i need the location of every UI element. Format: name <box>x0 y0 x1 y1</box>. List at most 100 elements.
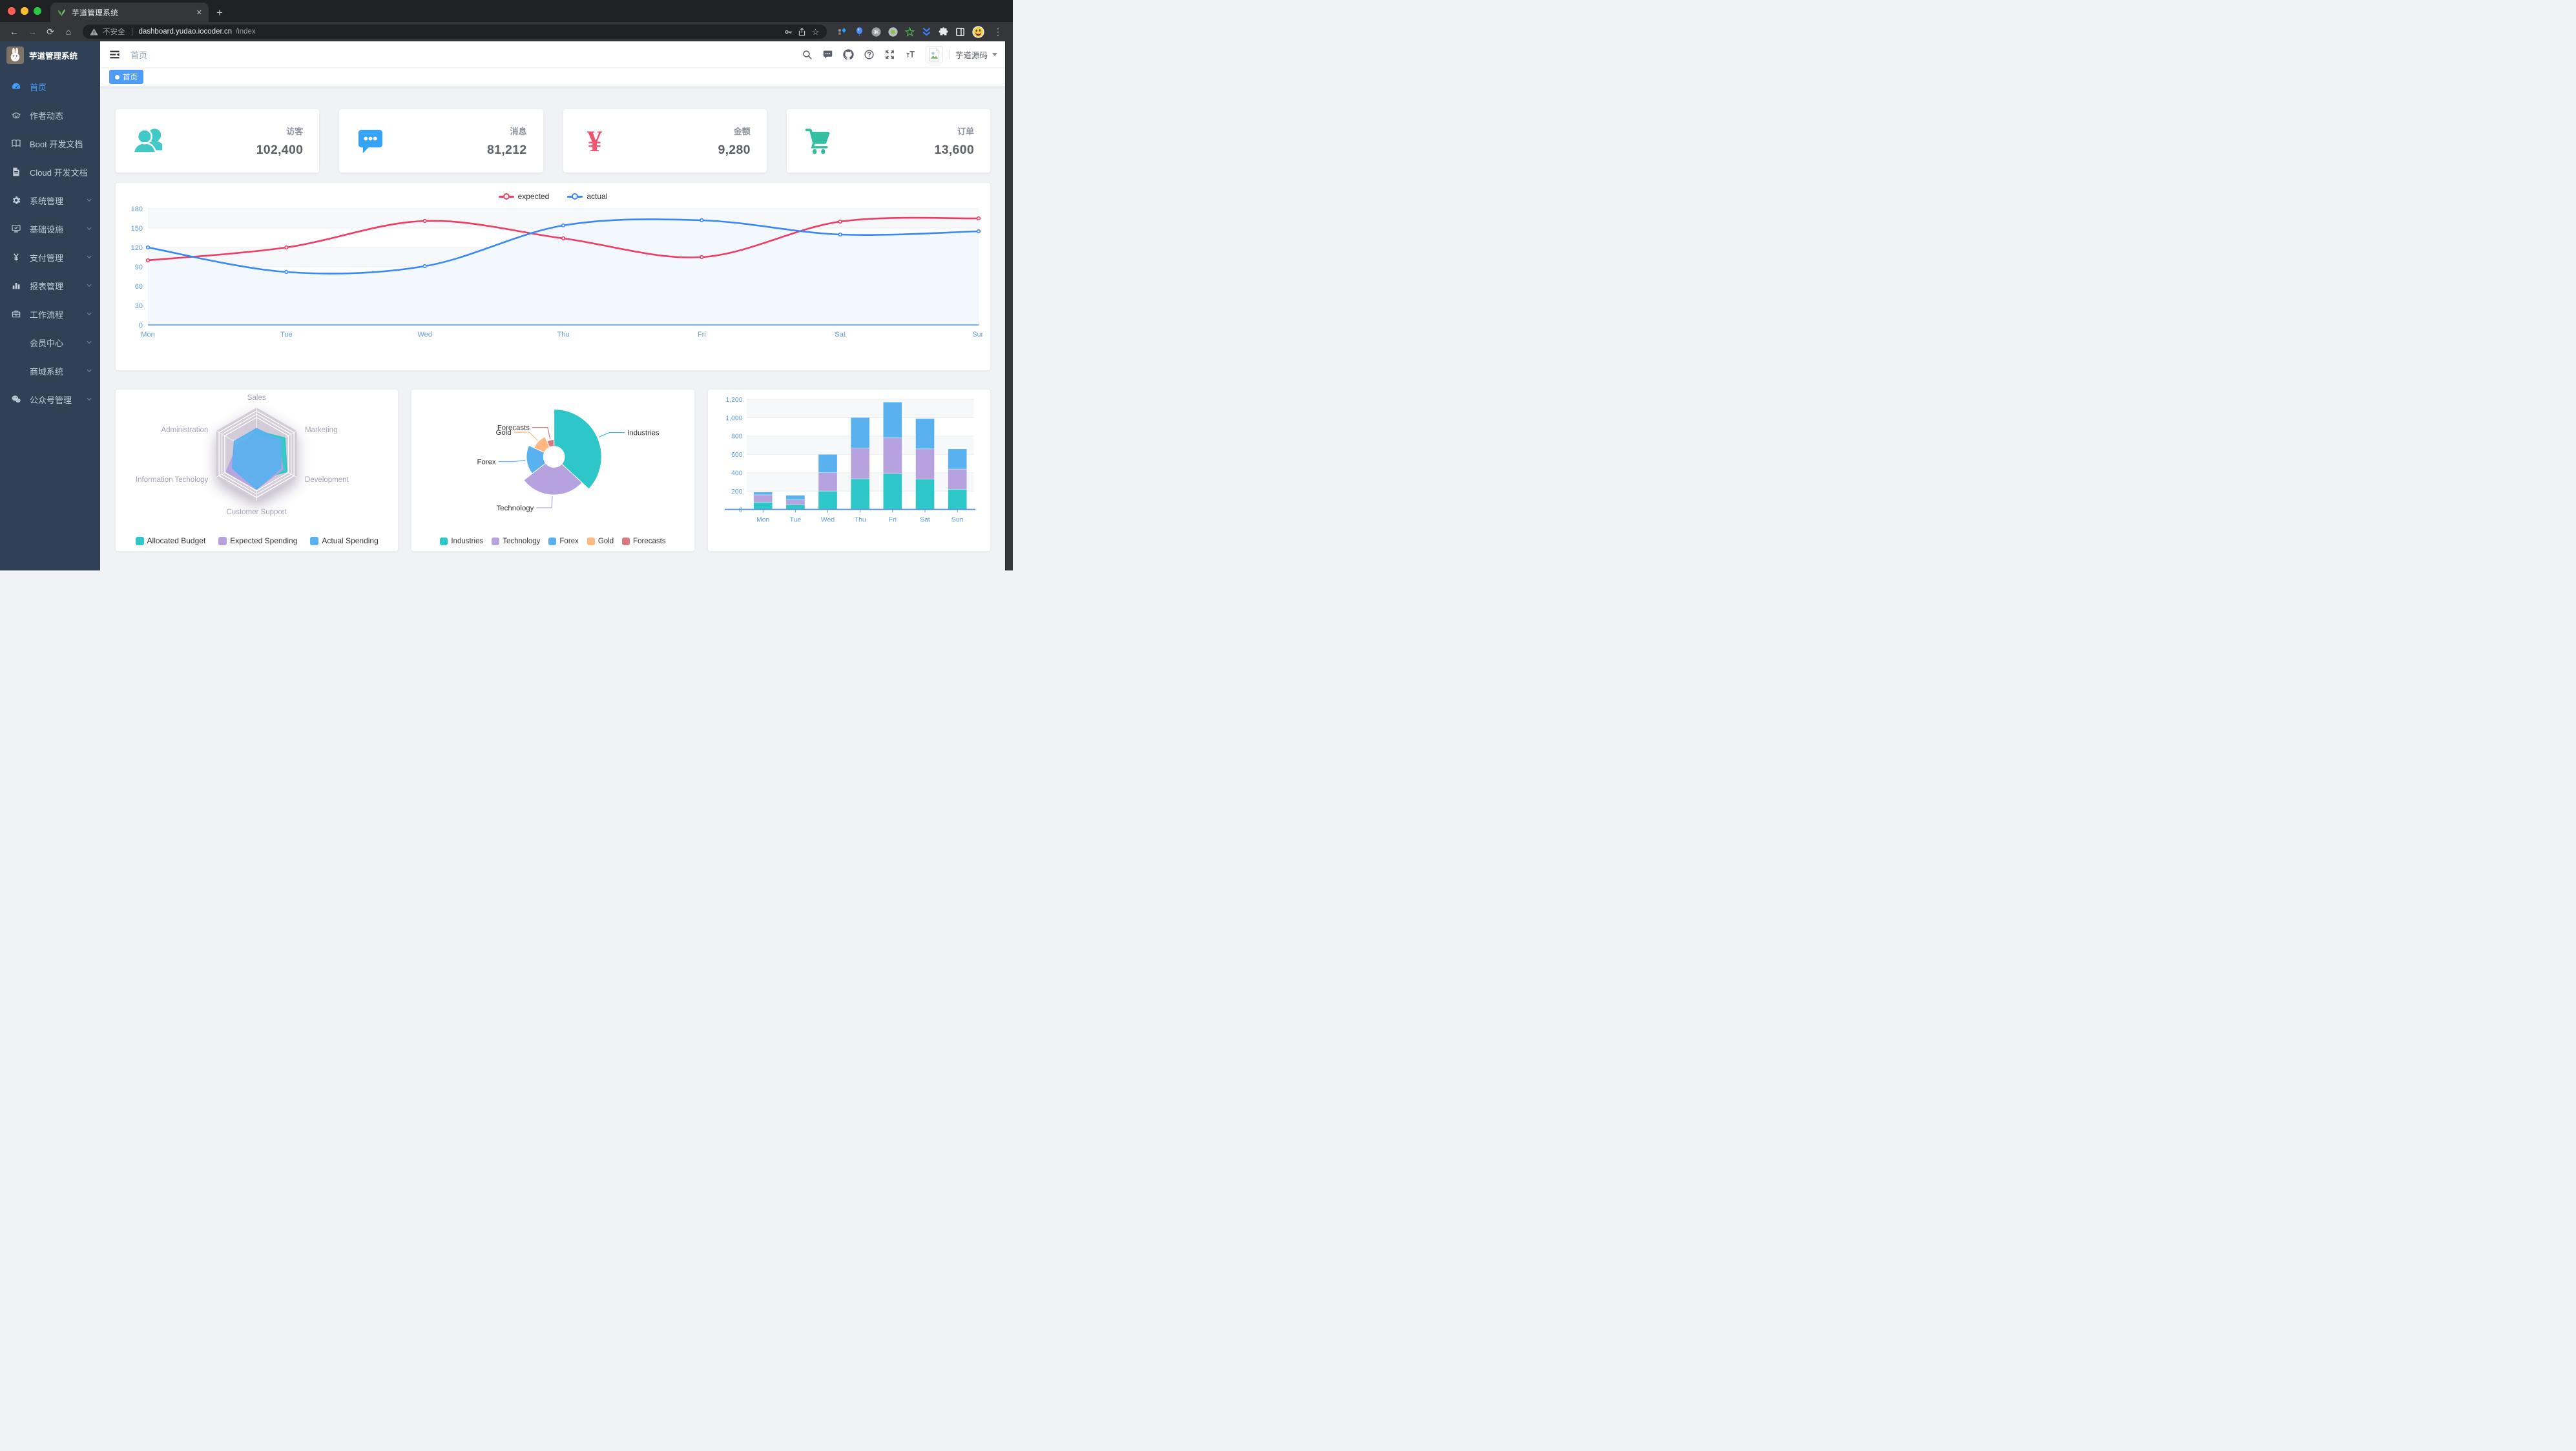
wechat-icon <box>11 394 21 404</box>
svg-text:600: 600 <box>731 452 743 459</box>
stat-panels: 访客 102,400 消息 81,212 ¥ 金额 9,280 订单 13,600 <box>116 109 990 172</box>
github-icon[interactable] <box>843 48 854 60</box>
page-scrollbar[interactable] <box>1005 41 1013 570</box>
line-chart-svg[interactable]: 0 30 60 90 120 150 180 Mon Tue Wed Thu Fri Sat Sun <box>123 205 985 342</box>
tag-home[interactable]: 首页 <box>109 70 143 84</box>
sidebar-item-mp-manage[interactable]: 公众号管理 <box>0 385 100 413</box>
sidebar-collapse-icon[interactable] <box>109 48 121 61</box>
question-help-icon[interactable] <box>864 49 875 60</box>
gear-icon <box>11 195 21 205</box>
forward-button[interactable]: → <box>28 26 37 37</box>
panel-card-orders[interactable]: 订单 13,600 <box>786 109 990 172</box>
window-controls[interactable] <box>0 0 50 22</box>
svg-text:Wed: Wed <box>417 331 431 339</box>
sidebar-item-infrastructure[interactable]: 基础设施 <box>0 214 100 243</box>
legend-item-expected-spending[interactable]: Expected Spending <box>218 536 297 545</box>
gauge-icon <box>11 81 21 92</box>
sidebar-item-label: 支付管理 <box>30 253 64 263</box>
tab-favicon-plant-icon <box>57 8 67 17</box>
legend-item-actual-spending[interactable]: Actual Spending <box>310 536 379 545</box>
svg-text:1,000: 1,000 <box>725 415 742 422</box>
maximize-window-button[interactable] <box>34 7 41 15</box>
svg-text:¥: ¥ <box>587 126 602 156</box>
fullscreen-icon[interactable] <box>884 49 895 60</box>
new-tab-button[interactable]: + <box>216 6 223 19</box>
bar-chart-svg[interactable]: Mon Tue Wed Thu Fri Sat Sun 0 200 400 600 800 1,000 1… <box>708 390 990 527</box>
chevron-down-icon[interactable] <box>992 52 997 56</box>
svg-text:Technology: Technology <box>497 505 534 512</box>
home-button[interactable]: ⌂ <box>65 26 72 37</box>
tab-close-icon[interactable]: ✕ <box>196 8 202 17</box>
svg-text:Sun: Sun <box>951 516 964 523</box>
svg-text:Industries: Industries <box>627 430 660 437</box>
sidebar-item-system-manage[interactable]: 系统管理 <box>0 186 100 214</box>
side-panel-icon[interactable] <box>955 26 966 37</box>
legend-item-gold[interactable]: Gold <box>587 538 614 545</box>
chevron-down-icon <box>86 368 92 374</box>
radar-chart-card: Sales Marketing Development Customer Suppor… <box>116 390 399 551</box>
browser-menu-icon[interactable]: ⋮ <box>993 26 1002 37</box>
svg-text:Sat: Sat <box>920 516 930 523</box>
svg-text:120: 120 <box>131 244 143 252</box>
app-title: 芋道管理系统 <box>29 51 78 61</box>
sidebar-item-home[interactable]: 首页 <box>0 72 100 101</box>
sidebar-item-report-manage[interactable]: 报表管理 <box>0 271 100 300</box>
legend-item-expected[interactable]: expected <box>498 192 549 201</box>
extension-diamond-icon[interactable] <box>837 26 848 37</box>
reload-button[interactable]: ⟳ <box>47 26 54 37</box>
browser-toolbar: ← → ⟳ ⌂ 不安全 dashboard.yudao.iocoder.cn/i… <box>0 22 1013 41</box>
user-name[interactable]: 芋道源码 <box>955 50 988 60</box>
sidebar-item-workflow[interactable]: 工作流程 <box>0 300 100 328</box>
font-size-icon[interactable] <box>905 49 916 60</box>
user-avatar[interactable] <box>925 45 943 63</box>
sidebar-logo[interactable]: 芋道管理系统 <box>0 41 100 68</box>
browser-profile-avatar[interactable] <box>971 25 985 39</box>
extensions-puzzle-icon[interactable] <box>938 26 949 37</box>
sidebar-item-label: 商城系统 <box>30 366 64 377</box>
panel-card-amount[interactable]: ¥ 金额 9,280 <box>563 109 767 172</box>
sidebar-item-boot-doc[interactable]: Boot 开发文档 <box>0 129 100 158</box>
svg-text:Administration: Administration <box>161 426 208 434</box>
sidebar-item-author-news[interactable]: 作者动态 <box>0 101 100 129</box>
radar-chart-svg[interactable]: Sales Marketing Development Customer Suppor… <box>116 390 398 527</box>
breadcrumb[interactable]: 首页 <box>130 50 148 60</box>
close-window-button[interactable] <box>8 7 16 15</box>
message-panel-icon <box>355 126 386 156</box>
chevron-down-icon <box>86 396 92 402</box>
legend-item-forecasts[interactable]: Forecasts <box>622 538 666 545</box>
sidebar-item-cloud-doc[interactable]: Cloud 开发文档 <box>0 158 100 186</box>
extension-command-icon[interactable]: ⌘ <box>871 26 882 37</box>
minimize-window-button[interactable] <box>21 7 28 15</box>
sidebar-item-member-center[interactable]: 会员中心 <box>0 328 100 357</box>
share-icon[interactable] <box>797 27 807 37</box>
password-key-icon[interactable] <box>784 27 793 37</box>
browser-tab[interactable]: 芋道管理系统 ✕ <box>50 3 209 22</box>
svg-text:Fri: Fri <box>698 331 706 339</box>
extension-star-icon[interactable] <box>904 26 915 37</box>
message-icon[interactable] <box>822 49 833 60</box>
svg-text:Sat: Sat <box>835 331 846 339</box>
bottom-charts: Sales Marketing Development Customer Suppor… <box>116 390 990 551</box>
extension-chevrons-icon[interactable] <box>921 26 932 37</box>
legend-item-allocated-budget[interactable]: Allocated Budget <box>135 536 205 545</box>
sidebar-item-pay-manage[interactable]: 支付管理 <box>0 243 100 271</box>
legend-item-technology[interactable]: Technology <box>492 538 540 545</box>
address-bar[interactable]: 不安全 dashboard.yudao.iocoder.cn/index ☆ <box>83 25 827 39</box>
icon-placeholder <box>11 337 21 348</box>
extension-balloon-icon[interactable] <box>854 26 865 37</box>
search-icon[interactable] <box>802 49 813 60</box>
bookmark-star-icon[interactable]: ☆ <box>811 26 820 37</box>
sidebar-item-label: Boot 开发文档 <box>30 139 83 149</box>
back-button[interactable]: ← <box>10 26 19 37</box>
sidebar-item-mall-system[interactable]: 商城系统 <box>0 357 100 385</box>
panel-card-messages[interactable]: 消息 81,212 <box>339 109 543 172</box>
legend-item-forex[interactable]: Forex <box>548 538 579 545</box>
legend-item-actual[interactable]: actual <box>567 192 607 201</box>
extension-recorder-icon[interactable] <box>888 26 898 37</box>
top-navbar: 首页 芋道源码 <box>100 41 1006 67</box>
main-area: 首页 芋道源码 首页 访客 102,400 消息 81,212 ¥ 金额 9,280 订单 13… <box>100 41 1006 570</box>
legend-item-industries[interactable]: Industries <box>440 538 483 545</box>
panel-card-visitors[interactable]: 访客 102,400 <box>116 109 320 172</box>
svg-text:0: 0 <box>738 506 742 514</box>
